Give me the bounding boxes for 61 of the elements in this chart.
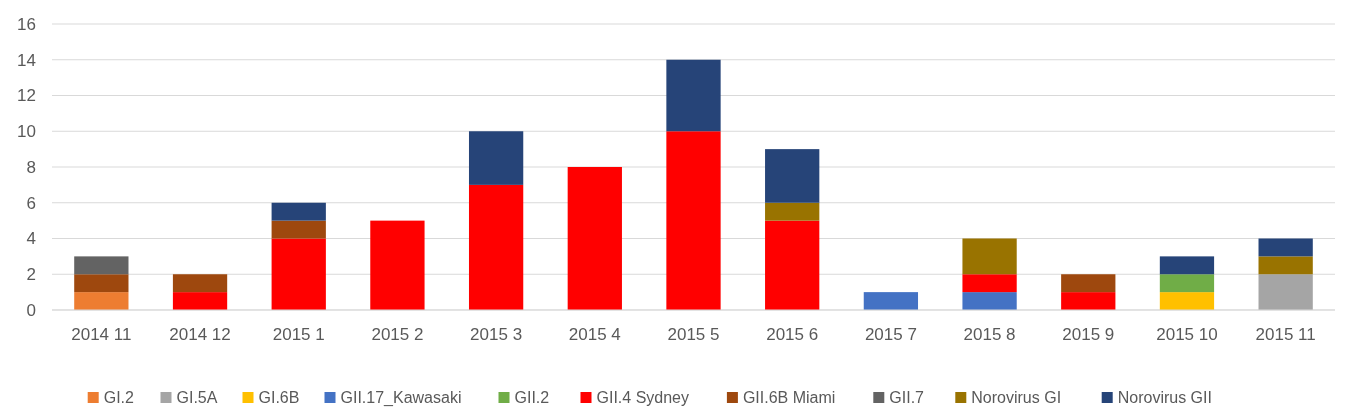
y-tick-label: 14 — [17, 50, 36, 70]
bar — [1159, 274, 1215, 293]
bar — [962, 238, 1017, 275]
legend-label: Norovirus GI — [971, 389, 1062, 406]
legend-label: GII.17_Kawasaki — [340, 389, 462, 407]
bar — [666, 131, 721, 310]
bar — [1258, 274, 1313, 310]
y-tick-label: 2 — [26, 265, 36, 285]
bar — [74, 292, 129, 310]
bar — [863, 292, 919, 310]
bar — [468, 184, 524, 310]
x-tick-label: 2014 11 — [71, 325, 132, 344]
bar — [962, 292, 1017, 310]
legend-label: GI.2 — [103, 389, 135, 406]
bar — [765, 149, 820, 203]
bar — [172, 274, 228, 293]
x-tick-label: 2015 6 — [766, 325, 819, 344]
bar — [1061, 292, 1116, 310]
bar — [962, 274, 1017, 293]
bar — [468, 131, 524, 185]
bar — [1159, 292, 1215, 310]
bar — [74, 274, 129, 293]
legend-label: GI.6B — [258, 389, 300, 406]
x-tick-label: 2015 10 — [1156, 325, 1218, 344]
bar — [1258, 256, 1313, 275]
y-tick-label: 16 — [17, 14, 36, 34]
bar — [271, 238, 326, 310]
y-tick-label: 0 — [26, 300, 36, 320]
x-tick-label: 2015 11 — [1255, 325, 1316, 344]
bar — [765, 220, 820, 310]
x-tick-label: 2014 12 — [169, 325, 231, 344]
bar — [666, 59, 721, 132]
y-tick-label: 10 — [17, 122, 36, 142]
bar — [172, 292, 228, 310]
x-tick-label: 2015 4 — [568, 325, 621, 344]
bar — [271, 220, 326, 239]
x-tick-label: 2015 2 — [371, 325, 424, 344]
x-tick-label: 2015 1 — [272, 325, 325, 344]
legend-label: GII.6B Miami — [742, 389, 836, 406]
x-tick-label: 2015 7 — [864, 325, 917, 344]
x-tick-label: 2015 5 — [667, 325, 720, 344]
bar — [1061, 274, 1116, 293]
y-tick-label: 4 — [26, 229, 36, 249]
bar — [765, 202, 820, 221]
bar — [567, 167, 622, 310]
bar — [370, 220, 425, 310]
legend-label: GI.5A — [176, 389, 218, 406]
legend-label: GII.4 Sydney — [596, 389, 689, 406]
legend-label: Norovirus GII — [1117, 389, 1212, 406]
legend-label: GII.2 — [514, 389, 550, 406]
x-tick-label: 2015 9 — [1062, 325, 1115, 344]
bar — [1258, 238, 1313, 257]
y-tick-label: 8 — [26, 157, 36, 177]
y-tick-label: 6 — [26, 193, 36, 213]
bar — [1159, 256, 1215, 275]
bar — [74, 256, 129, 275]
x-tick-label: 2015 3 — [470, 325, 523, 344]
x-tick-label: 2015 8 — [963, 325, 1016, 344]
legend-label: GII.7 — [889, 389, 925, 406]
bar — [271, 202, 326, 221]
y-tick-label: 12 — [17, 86, 36, 106]
